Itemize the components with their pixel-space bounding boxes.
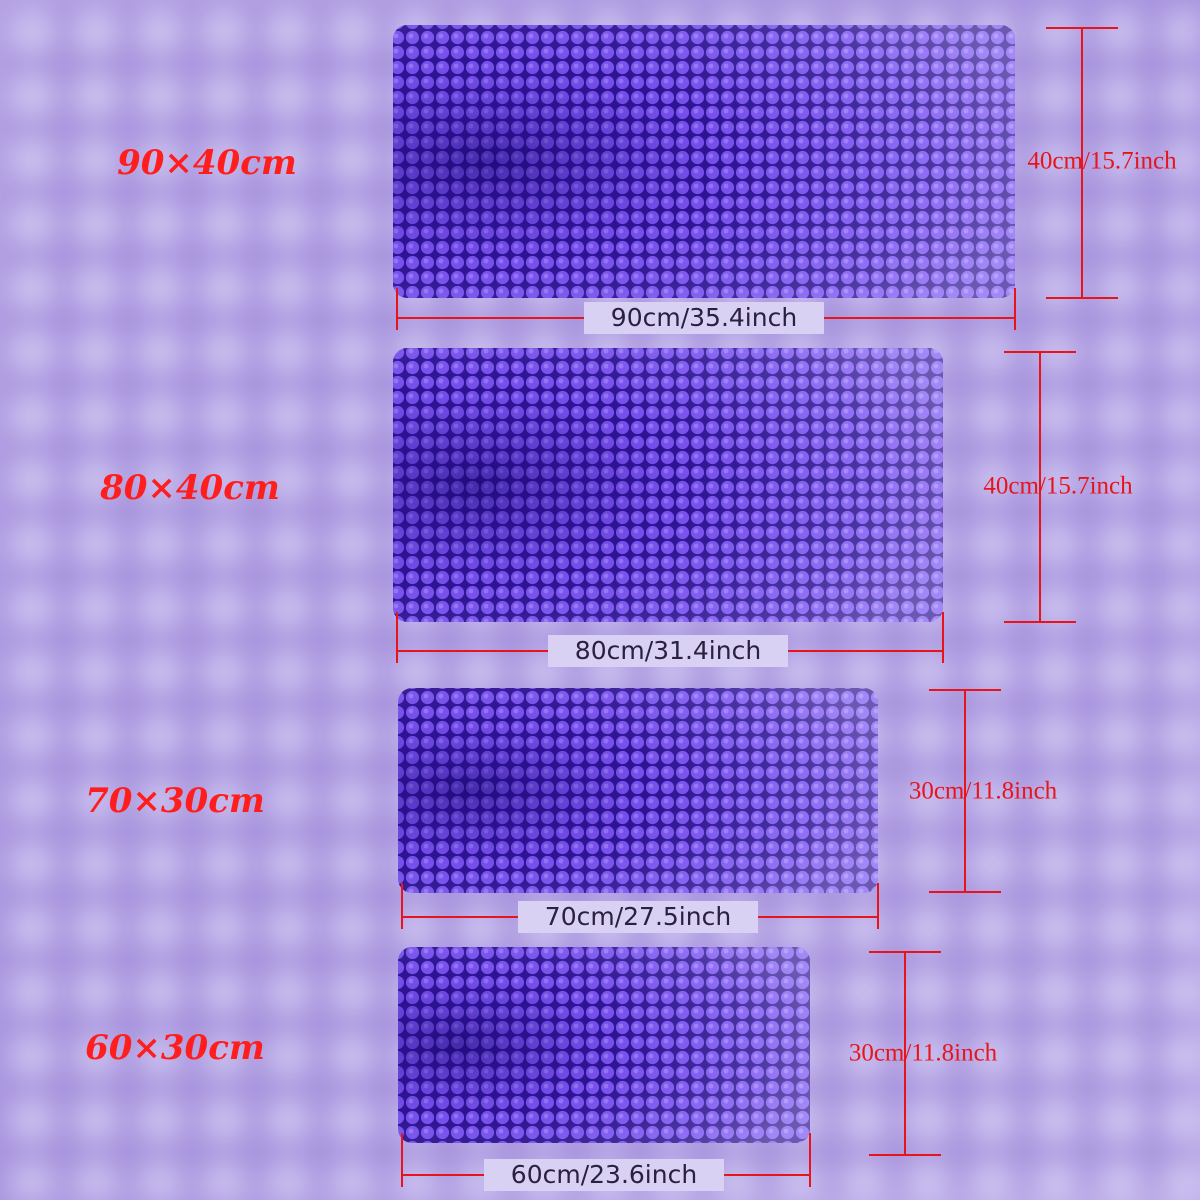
size-label: 70×30cm: [85, 781, 265, 821]
width-label-bg: [484, 1159, 724, 1191]
width-label: 60cm/23.6inch: [511, 1160, 697, 1189]
width-label: 90cm/35.4inch: [611, 303, 797, 332]
width-label-bg: [518, 901, 758, 933]
mouse-pad-shine: [398, 947, 810, 1143]
height-label: 40cm/15.7inch: [983, 473, 1133, 500]
width-label: 70cm/27.5inch: [545, 902, 731, 931]
width-label: 80cm/31.4inch: [575, 636, 761, 665]
mouse-pad-shine: [393, 348, 943, 622]
size-label: 60×30cm: [85, 1028, 265, 1068]
size-label: 80×40cm: [99, 468, 280, 508]
height-label: 30cm/11.8inch: [909, 778, 1058, 805]
size-label: 90×40cm: [117, 143, 297, 183]
height-label: 30cm/11.8inch: [849, 1040, 998, 1067]
width-label-bg: [548, 635, 788, 667]
height-label: 40cm/15.7inch: [1027, 148, 1177, 175]
mouse-pad-shine: [393, 25, 1015, 298]
mouse-pad-shine: [398, 688, 878, 893]
width-label-bg: [584, 302, 824, 334]
